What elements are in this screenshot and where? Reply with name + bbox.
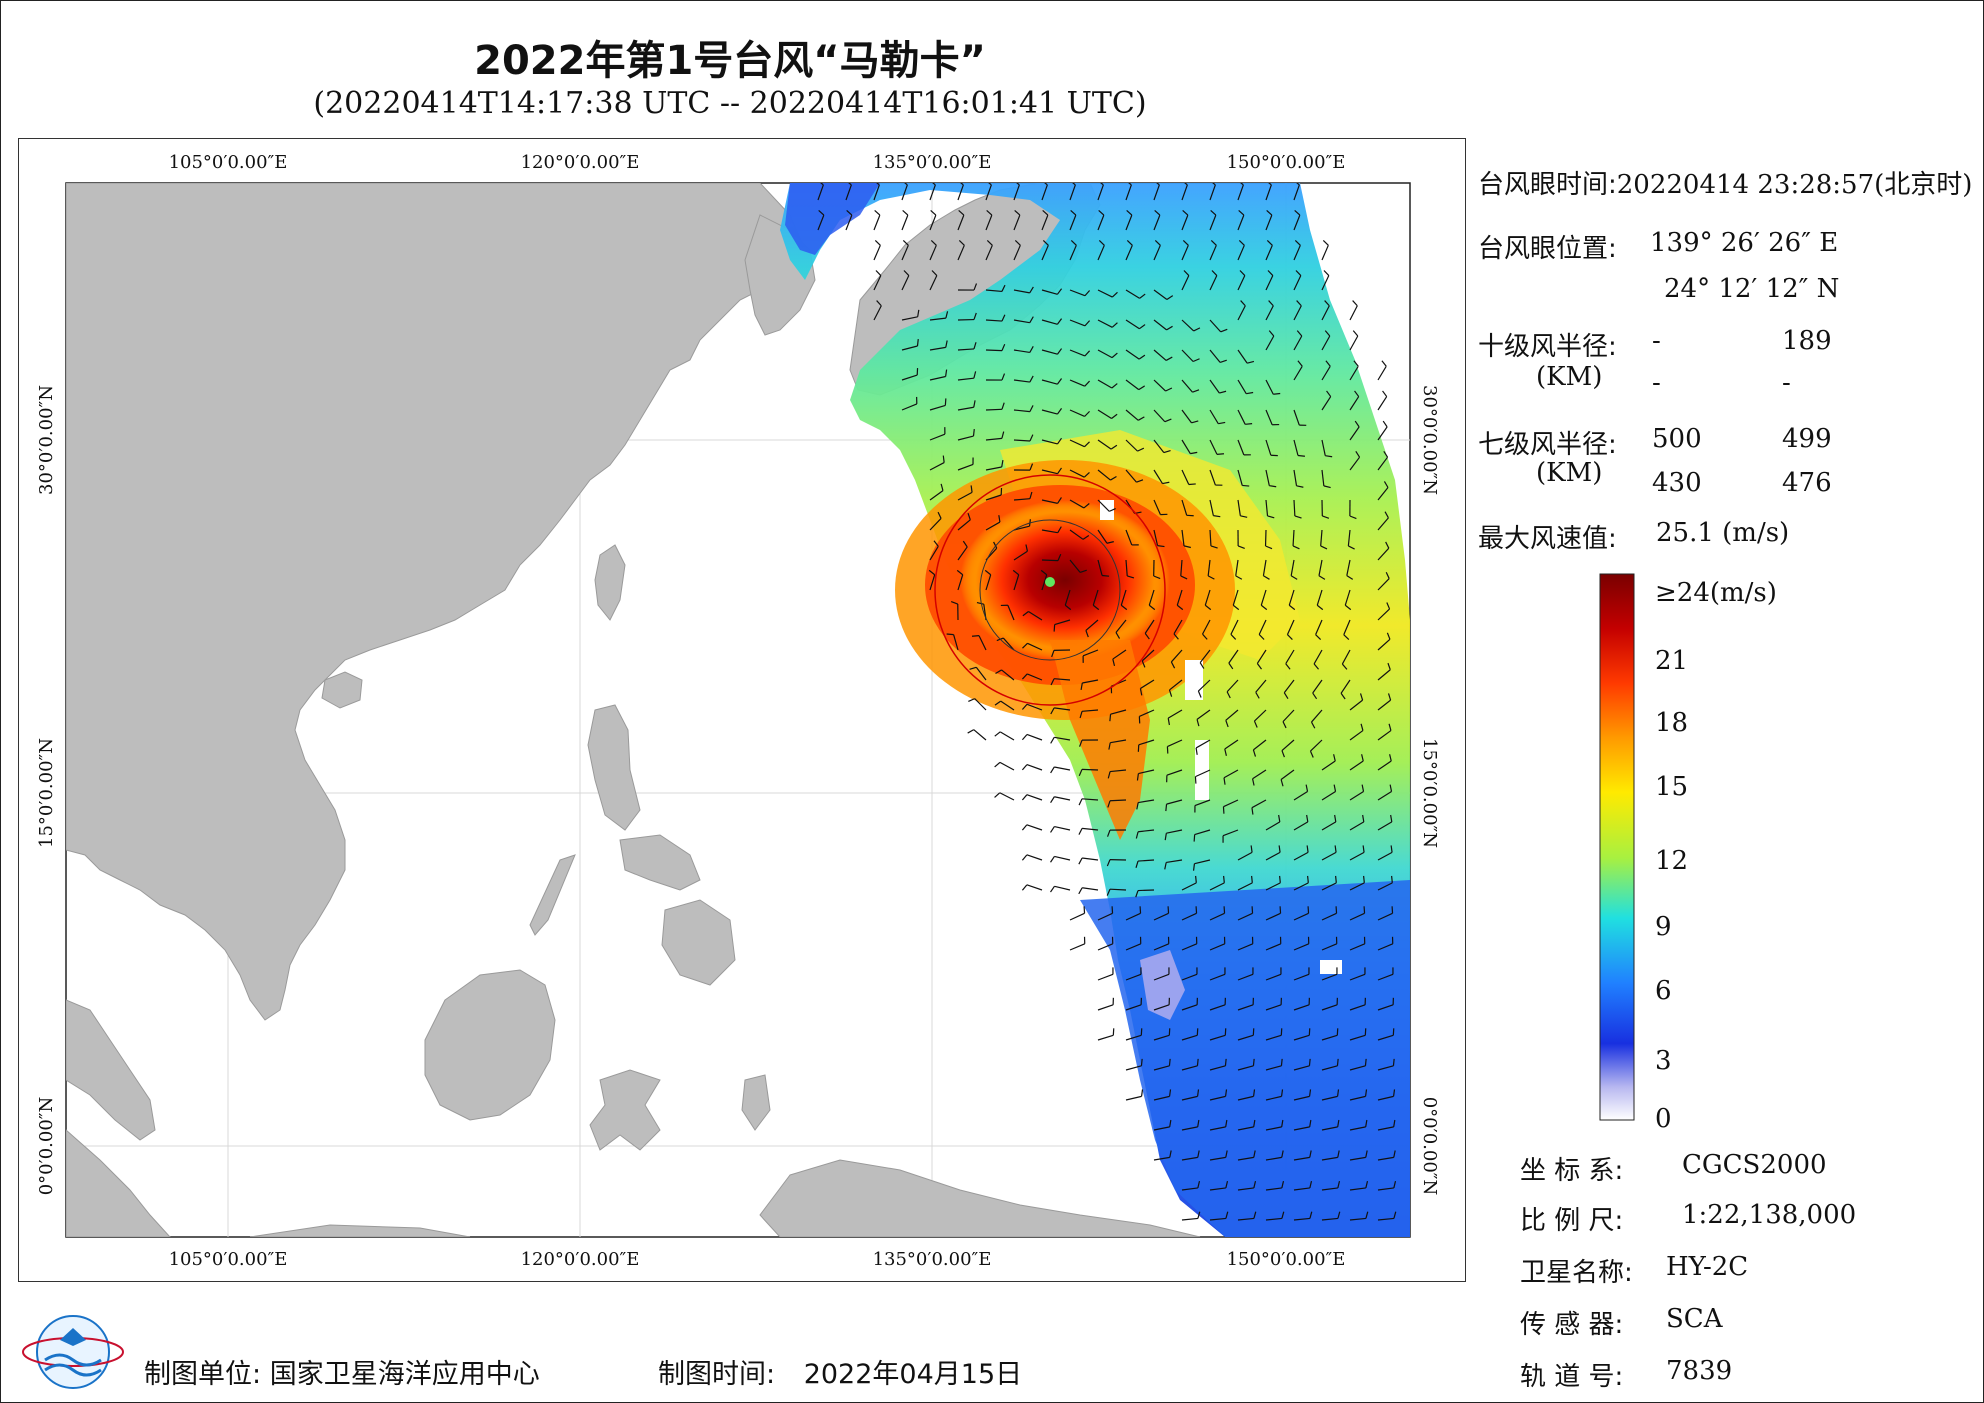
lon-label-bottom: 105°0′0.00″E <box>169 1249 288 1270</box>
lon-label-bottom: 150°0′0.00″E <box>1227 1249 1346 1270</box>
eye-lon: 139° 26′ 26″ E <box>1650 228 1839 258</box>
lat-label-left: 15°0′0.00″N <box>36 738 57 848</box>
lon-label-top: 135°0′0.00″E <box>873 152 992 173</box>
colorbar-label: 3 <box>1655 1046 1672 1076</box>
typhoon-10-level-radius <box>979 519 1121 661</box>
made-time-label: 制图时间: <box>658 1359 776 1390</box>
typhoon-eye-marker[interactable] <box>1045 577 1055 587</box>
max-wind-label: 最大风速值: <box>1478 524 1617 554</box>
eye-pos-label: 台风眼位置: <box>1478 234 1617 264</box>
data-gap <box>1320 960 1342 974</box>
r10-value: - <box>1782 368 1791 398</box>
borneo-island <box>424 969 556 1121</box>
eye-time: 台风眼时间:20220414 23:28:57(北京时) <box>1478 164 1972 201</box>
map-title: 2022年第1号台风“马勒卡” <box>474 38 986 84</box>
lat-label-left: 0°0′0.00″N <box>36 1097 57 1196</box>
r7-value: 500 <box>1652 424 1702 454</box>
lon-label-top: 120°0′0.00″E <box>521 152 640 173</box>
scale-value: 1:22,138,000 <box>1682 1200 1857 1230</box>
orbit-label: 轨 道 号: <box>1520 1362 1624 1392</box>
crs-label: 坐 标 系: <box>1520 1156 1624 1186</box>
lat-label-right: 0°0′0.00″N <box>1419 1097 1440 1196</box>
colorbar <box>1599 573 1635 1121</box>
lon-label-bottom: 135°0′0.00″E <box>873 1249 992 1270</box>
storm-core <box>960 500 1170 660</box>
axis-labels: 105°0′0.00″E 120°0′0.00″E 135°0′0.00″E 1… <box>36 152 1440 1270</box>
philippines-visayas <box>619 834 701 891</box>
lon-label-top: 150°0′0.00″E <box>1227 152 1346 173</box>
lon-label-top: 105°0′0.00″E <box>169 152 288 173</box>
data-gap <box>1195 740 1209 800</box>
r7-unit: (KM) <box>1536 458 1603 488</box>
made-time: 制图时间: 2022年04月15日 <box>658 1352 1022 1391</box>
new-guinea-island <box>759 1159 1201 1237</box>
r10-label: 十级风半径: <box>1478 332 1617 362</box>
crs-value: CGCS2000 <box>1682 1150 1827 1180</box>
eye-lat: 24° 12′ 12″ N <box>1664 274 1840 304</box>
lat-label-right: 30°0′0.00″N <box>1419 385 1440 495</box>
made-time-value: 2022年04月15日 <box>803 1359 1023 1390</box>
malay-peninsula <box>66 999 156 1141</box>
r7-value: 476 <box>1782 468 1832 498</box>
colorbar-label: 12 <box>1655 846 1689 876</box>
maker-value: 国家卫星海洋应用中心 <box>269 1359 540 1390</box>
colorbar-label: 0 <box>1655 1104 1672 1134</box>
lat-label-right: 15°0′0.00″N <box>1419 738 1440 848</box>
scale-label: 比 例 尺: <box>1520 1206 1624 1236</box>
storm-tail <box>1050 640 1150 840</box>
eye-time-label: 台风眼时间: <box>1478 170 1617 200</box>
satellite-label: 卫星名称: <box>1520 1258 1633 1288</box>
r7-value: 499 <box>1782 424 1832 454</box>
maker-label: 制图单位: <box>144 1359 262 1390</box>
satellite-value: HY-2C <box>1666 1252 1749 1282</box>
max-wind-value: 25.1 (m/s) <box>1656 518 1790 548</box>
swath-blue-north <box>785 183 880 255</box>
r10-value: 189 <box>1782 326 1832 356</box>
sumatra-island <box>66 1129 171 1237</box>
swath-lavender-patch <box>1140 950 1185 1020</box>
lon-label-bottom: 120°0′0.00″E <box>521 1249 640 1270</box>
asia-mainland <box>66 183 806 1021</box>
lat-label-left: 30°0′0.00″N <box>36 385 57 495</box>
nsoas-logo <box>22 1315 124 1389</box>
maker: 制图单位: 国家卫星海洋应用中心 <box>144 1352 540 1391</box>
r10-value: - <box>1652 326 1661 356</box>
r10-unit: (KM) <box>1536 362 1603 392</box>
java-island <box>249 1224 471 1237</box>
philippines-mindanao <box>661 899 736 986</box>
wind-barbs <box>817 183 1397 1221</box>
taiwan-island <box>594 544 626 621</box>
sensor-label: 传 感 器: <box>1520 1310 1624 1340</box>
orbit-value: 7839 <box>1666 1356 1733 1386</box>
colorbar-label: ≥24(m/s) <box>1655 578 1777 608</box>
hainan-island <box>321 671 363 709</box>
sensor-value: SCA <box>1666 1304 1723 1334</box>
philippines-luzon <box>587 704 641 831</box>
colorbar-label: 9 <box>1655 912 1672 942</box>
map-subtitle: (20220414T14:17:38 UTC -- 20220414T16:01… <box>313 86 1147 121</box>
eye-time-value: 20220414 23:28:57(北京时) <box>1616 170 1973 200</box>
data-gap <box>1185 660 1203 700</box>
palawan-island <box>529 854 576 936</box>
r7-label: 七级风半径: <box>1478 430 1617 460</box>
halmahera-island <box>741 1074 771 1131</box>
r7-value: 430 <box>1652 468 1702 498</box>
colorbar-label: 6 <box>1655 976 1672 1006</box>
colorbar-label: 21 <box>1655 646 1689 676</box>
r10-value: - <box>1652 368 1661 398</box>
sulawesi-island <box>589 1069 661 1151</box>
colorbar-label: 18 <box>1655 708 1689 738</box>
typhoon-7-level-radius <box>934 474 1166 706</box>
colorbar-label: 15 <box>1655 772 1689 802</box>
